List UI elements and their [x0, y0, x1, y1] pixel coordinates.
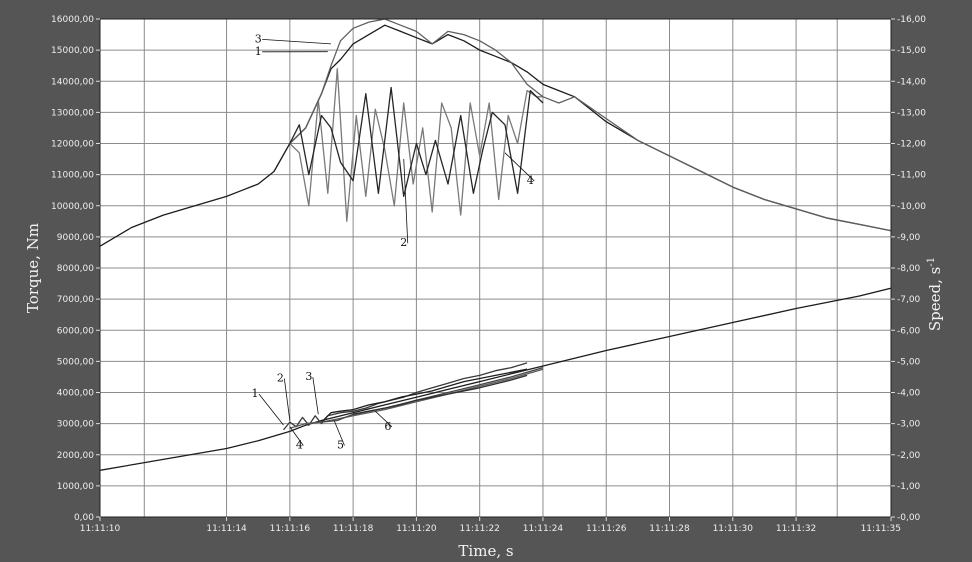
x-tick-label: 11:11:14 — [206, 524, 247, 534]
y2-tick-label: -3,00 — [897, 420, 921, 430]
series-line-right-4 — [289, 368, 544, 429]
series-line-right-6 — [352, 374, 528, 415]
y-tick-label: 11000,00 — [51, 171, 94, 181]
y-tick-label: 4000,00 — [57, 389, 94, 399]
curve-label: 1 — [252, 387, 259, 400]
y-tick-label: 16000,00 — [51, 15, 94, 25]
x-tick-label: 11:11:28 — [649, 524, 690, 534]
y-tick-label: 8000,00 — [57, 264, 94, 274]
y-tick-label: 14000,00 — [51, 77, 94, 87]
x-tick-label: 11:11:22 — [459, 524, 499, 534]
x-axis-title: Time, s — [458, 542, 513, 560]
curve-label: 1 — [255, 45, 262, 58]
y2-tick-label: -0,00 — [897, 513, 921, 523]
y2-tick-label: -2,00 — [897, 451, 921, 461]
callout-leader — [403, 159, 409, 244]
y-tick-label: 2000,00 — [57, 451, 94, 461]
x-tick-label: 11:11:16 — [270, 524, 311, 534]
y2-tick-label: -4,00 — [897, 389, 921, 399]
callout-leader — [504, 152, 535, 182]
y2-tick-label: -8,00 — [897, 264, 921, 274]
y2-tick-label: -1,00 — [897, 482, 921, 492]
y-tick-label: 15000,00 — [51, 46, 94, 56]
callout-leader — [262, 38, 331, 45]
y-tick-label: 5000,00 — [57, 357, 94, 367]
x-tick-label: 11:11:20 — [396, 524, 437, 534]
y-tick-label: 7000,00 — [57, 295, 94, 305]
callout-leader — [289, 426, 304, 446]
curve-label: 6 — [384, 420, 391, 433]
curve-label: 4 — [296, 439, 303, 452]
y2-tick-label: -11,00 — [897, 171, 926, 181]
y2-tick-label: -15,00 — [897, 46, 926, 56]
left-axis-ticks: 0,00 1000,00 2000,00 3000,00 4000,00 5000,00 6… — [51, 15, 100, 523]
y2-axis-title: Speed, s-1 — [926, 257, 944, 331]
y-tick-label: 3000,00 — [57, 420, 94, 430]
y-tick-label: 0,00 — [74, 513, 94, 523]
callout-leader — [283, 378, 291, 421]
series-line-right-1 — [99, 287, 892, 471]
curve-label: 5 — [337, 439, 344, 452]
curve-label: 2 — [400, 236, 407, 249]
y2-tick-label: -9,00 — [897, 233, 921, 243]
y-tick-label: 6000,00 — [57, 326, 94, 336]
y2-tick-label: -5,00 — [897, 357, 921, 367]
y2-axis-title-exponent: -1 — [926, 257, 937, 267]
series-line-left-4 — [289, 86, 544, 198]
curve-label: 3 — [255, 32, 262, 45]
y-tick-label: 10000,00 — [51, 202, 94, 212]
y2-axis-title-text: Speed, s — [926, 267, 944, 331]
y-tick-label: 9000,00 — [57, 233, 94, 243]
x-tick-label: 11:11:24 — [523, 524, 564, 534]
right-axis-ticks: -0,00 -1,00 -2,00 -3,00 -4,00 -5,00 -6,00 -7,00… — [891, 15, 926, 523]
y2-tick-label: -6,00 — [897, 326, 921, 336]
y2-tick-label: -16,00 — [897, 15, 926, 25]
y-axis-title: Torque, Nm — [24, 223, 42, 313]
curve-label: 4 — [527, 174, 534, 187]
callout-leader — [312, 376, 319, 415]
x-tick-label: 11:11:26 — [586, 524, 627, 534]
series-line-left-3 — [289, 18, 892, 232]
y-tick-label: 13000,00 — [51, 108, 94, 118]
series-line-left-2 — [289, 68, 543, 222]
curve-label: 2 — [277, 372, 284, 385]
series-line-right-2 — [282, 362, 528, 431]
callout-leader — [374, 410, 393, 428]
y2-tick-label: -13,00 — [897, 108, 926, 118]
series-lines — [99, 18, 892, 471]
x-tick-label: 11:11:30 — [713, 524, 754, 534]
x-tick-label: 11:11:10 — [80, 524, 121, 534]
curve-label: 3 — [305, 370, 312, 383]
y2-tick-label: -7,00 — [897, 295, 921, 305]
x-tick-label: 11:11:35 — [861, 524, 901, 534]
y2-tick-label: -12,00 — [897, 140, 926, 150]
callout-leader — [258, 393, 284, 426]
y-tick-label: 1000,00 — [57, 482, 94, 492]
y-tick-label: 12000,00 — [51, 140, 94, 150]
callout-leader — [333, 420, 345, 446]
y2-tick-label: -10,00 — [897, 202, 926, 212]
y2-tick-label: -14,00 — [897, 77, 926, 87]
x-tick-label: 11:11:18 — [333, 524, 374, 534]
series-line-right-3 — [305, 368, 528, 425]
x-tick-label: 11:11:32 — [776, 524, 816, 534]
x-axis-ticks: 11:11:10 11:11:14 11:11:16 11:11:18 11:11:20… — [80, 517, 901, 534]
